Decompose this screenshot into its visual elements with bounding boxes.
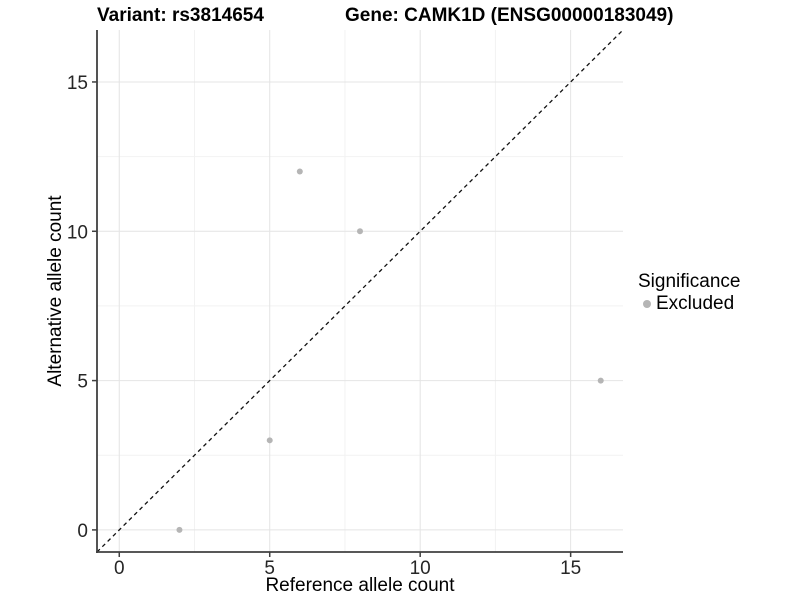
x-tick-label: 15 — [560, 558, 581, 579]
data-point — [176, 526, 183, 533]
legend-item-label: Excluded — [656, 293, 735, 314]
x-tick-label: 5 — [264, 558, 275, 579]
legend: Significance Excluded — [638, 271, 740, 315]
x-tick-label: 0 — [114, 558, 125, 579]
legend-key — [638, 295, 656, 313]
y-tick-label: 0 — [77, 521, 88, 542]
data-point — [597, 377, 604, 384]
gene-title: Gene: CAMK1D (ENSG00000183049) — [345, 5, 674, 26]
identity-line — [96, 29, 624, 553]
variant-title: Variant: rs3814654 — [97, 5, 264, 26]
legend-item-excluded: Excluded — [638, 293, 740, 315]
y-tick-label: 15 — [67, 73, 88, 94]
data-point — [357, 228, 363, 235]
y-axis-title: Alternative allele count — [45, 195, 66, 387]
x-axis-title: Reference allele count — [265, 575, 455, 596]
y-tick-label: 10 — [67, 222, 88, 243]
y-tick-label: 5 — [77, 372, 88, 393]
excluded-point-icon — [643, 300, 651, 308]
data-point — [266, 437, 273, 444]
x-tick-label: 10 — [410, 558, 431, 579]
legend-title: Significance — [638, 271, 741, 292]
data-point — [296, 168, 303, 175]
